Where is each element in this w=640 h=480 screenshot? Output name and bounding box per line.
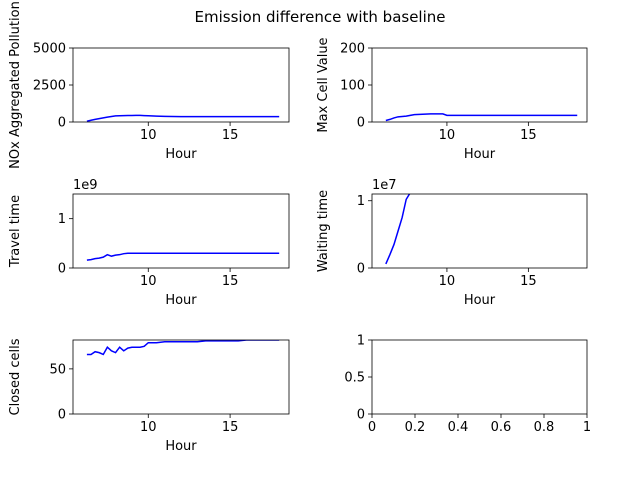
subplot-5: 10 15 0 50 Hour Closed cells [8, 338, 290, 454]
subplot-2: 10 15 0 100 200 Hour Max Cell Value [316, 37, 588, 162]
x-tick-label: 10 [140, 128, 157, 143]
y-tick-label: 0 [58, 116, 66, 131]
series-line-1 [86, 340, 280, 356]
x-axis-label: Hour [464, 293, 496, 308]
subplot-4: 10 15 0 1 1e7 Hour Waiting time [316, 178, 588, 308]
y-tick-label: 50 [49, 362, 66, 377]
series-line-1 [86, 252, 280, 261]
y-tick-label: 0 [58, 408, 66, 423]
series-line-1 [385, 194, 411, 265]
x-tick-label: 15 [222, 274, 239, 289]
x-axis-label: Hour [165, 439, 197, 454]
y-tick-label: 5000 [33, 42, 66, 57]
y-axis-label: Travel time [8, 195, 23, 268]
y-tick-label: 0 [357, 116, 365, 131]
subplot-6: 0 0.2 0.4 0.6 0.8 1 0 0.5 1 [344, 334, 591, 436]
y-offset-label: 1e7 [372, 178, 397, 193]
subplot-3: 10 15 0 1 1e9 Hour Travel time [8, 178, 290, 308]
axes-frame [371, 193, 588, 269]
series-line-1 [385, 113, 578, 122]
y-tick-label: 1 [357, 194, 365, 209]
x-tick-label: 10 [140, 274, 157, 289]
x-tick-label: 15 [520, 274, 537, 289]
y-axis-label: NOx Aggregated Pollution [8, 1, 23, 169]
x-tick-label: 10 [140, 420, 157, 435]
series-line-1 [86, 114, 280, 122]
x-tick-label: 0 [368, 420, 376, 435]
x-axis-label: Hour [165, 293, 197, 308]
x-tick-label: 0.4 [448, 420, 469, 435]
y-tick-label: 100 [340, 79, 365, 94]
y-axis-label: Waiting time [316, 190, 331, 272]
x-axis-label: Hour [464, 147, 496, 162]
y-tick-label: 1 [58, 212, 66, 227]
subplot-1: 10 15 0 2500 5000 Hour NOx Aggregated Pollutio… [8, 1, 290, 169]
y-axis-label: Max Cell Value [316, 37, 331, 132]
axes-frame [72, 193, 290, 269]
figure-suptitle: Emission difference with baseline [195, 8, 446, 26]
x-tick-label: 15 [222, 128, 239, 143]
y-tick-label: 0 [357, 408, 365, 423]
x-tick-label: 1 [583, 420, 591, 435]
x-tick-label: 10 [439, 128, 456, 143]
y-tick-label: 0 [357, 262, 365, 277]
x-tick-label: 10 [439, 274, 456, 289]
y-tick-label: 2500 [33, 79, 66, 94]
x-tick-label: 15 [520, 128, 537, 143]
x-tick-label: 0.8 [534, 420, 555, 435]
y-tick-label: 1 [357, 334, 365, 349]
y-axis-label: Closed cells [8, 338, 23, 415]
y-tick-label: 0 [58, 262, 66, 277]
y-offset-label: 1e9 [73, 178, 98, 193]
x-tick-label: 15 [222, 420, 239, 435]
x-tick-label: 0.2 [405, 420, 426, 435]
y-tick-label: 0.5 [344, 371, 365, 386]
x-axis-label: Hour [165, 147, 197, 162]
x-tick-label: 0.6 [491, 420, 512, 435]
axes-frame [72, 339, 290, 415]
y-tick-label: 200 [340, 42, 365, 57]
